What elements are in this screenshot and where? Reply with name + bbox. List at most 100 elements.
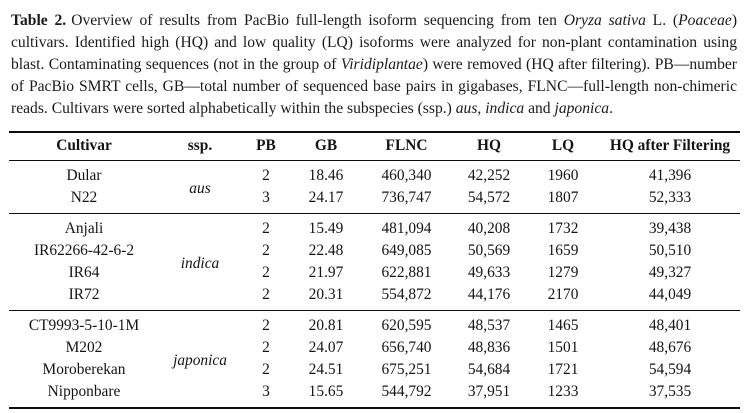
cell-pb: 2 [241,213,291,240]
table-row: N22 3 24.17 736,747 54,572 1807 52,333 [9,187,740,214]
cell-cultivar: N22 [70,189,98,206]
caption-italic-term: Poaceae [678,12,732,29]
table-row: CT9993-5-10-1M japonica 2 20.81 620,595 48,53… [9,310,740,408]
cell-cultivar: IR62266-42-6-2 [33,242,135,259]
cell-gb: 24.17 [308,189,344,206]
cell-pb: 2 [262,286,270,303]
table-row: Dular aus 2 18.46 460,340 42,252 1960 41,396 [9,161,740,197]
cell-lq: 1279 [547,264,579,281]
cell-cultivar: M202 [65,339,103,356]
table-row: Anjali indica 2 15.49 481,094 40,208 1732 39,43… [9,213,740,311]
cell-gb: 15.49 [291,213,361,240]
cell-lq: 1465 [526,310,600,337]
table-row: Nipponbare 3 15.65 544,792 37,951 1233 37,535 [9,381,740,408]
cell-ssp: indica [159,213,241,311]
cell-hq: 54,572 [467,189,511,206]
caption-segment: and [524,100,555,117]
cell-flnc: 460,340 [381,167,432,184]
cell-gb: 21.97 [308,264,344,281]
cell-ssp: aus [189,180,211,197]
cell-gb: 18.46 [308,167,344,184]
col-header-lq: LQ [526,132,600,161]
caption-segment: . [609,100,613,117]
cell-cultivar: IR64 [68,264,100,281]
cell-pb: 2 [262,264,270,281]
caption-segment: Overview of results from PacBio full-len… [71,12,564,29]
table-row: IR62266-42-6-2 2 22.48 649,085 50,569 1659 50,… [9,240,740,262]
cell-gb: 24.07 [308,339,344,356]
cell-cultivar: Nipponbare [47,383,121,400]
cell-flnc: 481,094 [361,213,452,240]
cell-hq-after-filtering: 52,333 [648,189,692,206]
cell-hq-after-filtering: 37,535 [648,383,692,400]
cell-cultivar: Anjali [9,213,159,240]
cell-flnc: 649,085 [381,242,432,259]
cell-pb: 3 [262,189,270,206]
cell-gb: 24.51 [308,361,344,378]
caption-text: Overview of results from PacBio full-len… [11,12,737,117]
caption-italic-term: Viridiplantae [340,56,423,73]
cell-hq-after-filtering: 39,438 [600,213,740,240]
cell-hq: 50,569 [467,242,511,259]
cell-flnc: 554,872 [381,286,432,303]
caption-italic-term: indica [485,100,525,117]
table-caption: Table 2. Overview of results from PacBio … [11,10,737,120]
cell-pb: 3 [262,383,270,400]
cell-flnc: 622,881 [381,264,432,281]
col-header-flnc: FLNC [361,132,452,161]
cell-gb: 22.48 [308,242,344,259]
cell-lq: 1807 [547,189,579,206]
table-row: Moroberekan 2 24.51 675,251 54,684 1721 54,594 [9,359,740,381]
cell-flnc: 675,251 [381,361,432,378]
table-row: IR64 2 21.97 622,881 49,633 1279 49,327 [9,262,740,284]
col-header-ssp: ssp. [159,132,241,161]
cell-flnc: 656,740 [381,339,432,356]
cell-gb: 20.81 [291,310,361,337]
caption-segment: ) cultivars. Identified high (HQ) and lo… [11,12,738,73]
cell-flnc: 620,595 [361,310,452,337]
col-header-hq: HQ [452,132,526,161]
cell-lq: 1659 [547,242,579,259]
cell-hq: 49,633 [467,264,511,281]
cell-hq: 54,684 [467,361,511,378]
cell-gb: 15.65 [308,383,344,400]
cell-hq: 42,252 [467,167,511,184]
cell-lq: 2170 [547,286,579,303]
col-header-cultivar: Cultivar [9,132,159,161]
cell-cultivar: CT9993-5-10-1M [9,310,159,337]
cell-pb: 2 [262,242,270,259]
cell-hq-after-filtering: 48,676 [648,339,692,356]
cell-hq-after-filtering: 41,396 [648,167,692,184]
cell-hq-after-filtering: 44,049 [648,286,692,303]
cell-pb: 2 [262,339,270,356]
cell-hq: 40,208 [452,213,526,240]
cell-lq: 1501 [547,339,579,356]
cell-lq: 1732 [526,213,600,240]
cell-flnc: 544,792 [381,383,432,400]
cell-hq-after-filtering: 50,510 [648,242,692,259]
cell-flnc: 736,747 [381,189,432,206]
caption-segment: , [477,100,486,117]
header-row: Cultivar ssp. PB GB FLNC HQ LQ HQ after … [9,132,740,161]
cell-cultivar: Moroberekan [42,361,126,378]
caption-segment: ) were removed (HQ after filtering). PB—… [11,56,737,117]
col-header-hq-after-filtering: HQ after Filtering [600,132,740,161]
cell-hq: 48,836 [467,339,511,356]
cell-hq: 48,537 [452,310,526,337]
col-header-pb: PB [241,132,291,161]
cell-pb: 2 [241,310,291,337]
cell-hq: 44,176 [467,286,511,303]
cell-cultivar: IR72 [68,286,100,303]
caption-segment: L. ( [645,12,679,29]
caption-label: Table 2. [11,12,67,29]
cell-pb: 2 [262,167,270,184]
cell-gb: 20.31 [308,286,344,303]
cell-hq: 37,951 [467,383,511,400]
cell-hq-after-filtering: 54,594 [648,361,692,378]
cell-hq-after-filtering: 49,327 [648,264,692,281]
caption-italic-term: aus [455,100,478,117]
caption-italic-term: japonica [554,100,610,117]
cell-cultivar: Dular [66,167,102,184]
col-header-gb: GB [291,132,361,161]
